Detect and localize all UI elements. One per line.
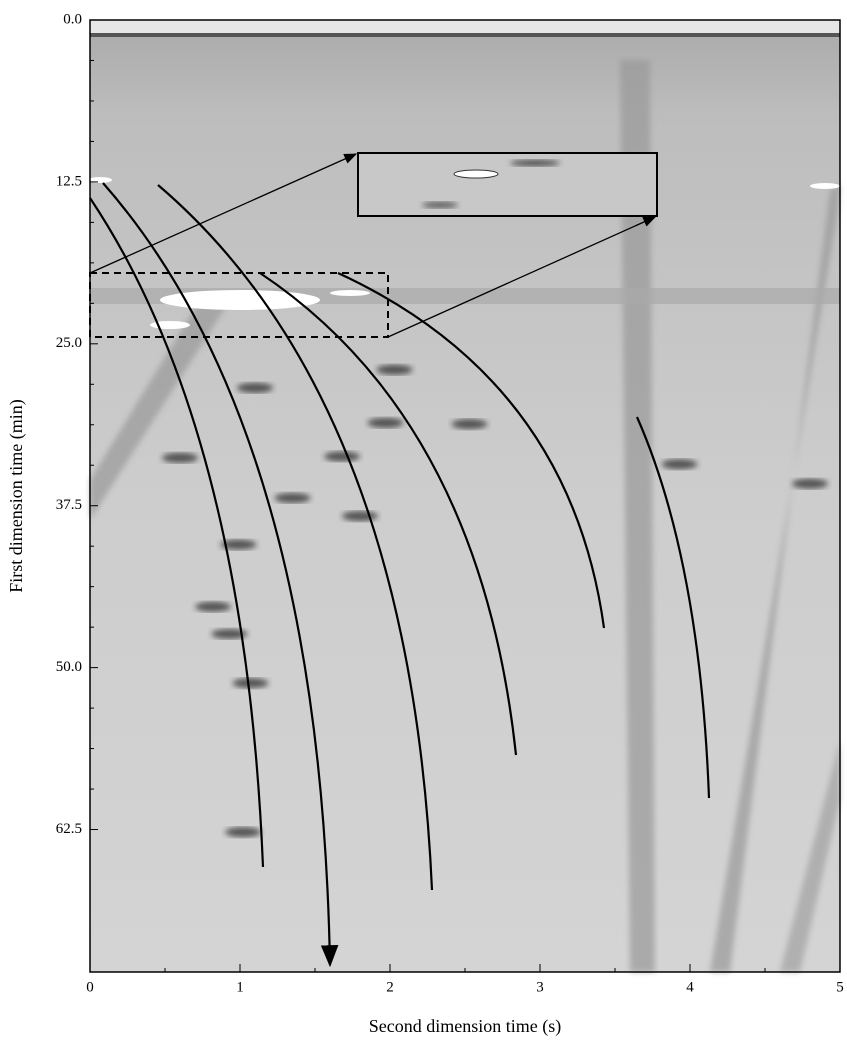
spot <box>274 492 311 503</box>
spot <box>324 451 360 462</box>
y-tick-label: 50.0 <box>56 659 82 675</box>
spot <box>342 511 378 522</box>
y-tick-label: 37.5 <box>56 497 82 513</box>
spots <box>162 364 828 838</box>
annotations <box>89 19 841 973</box>
spot <box>451 419 488 430</box>
y-axis-title: First dimension time (min) <box>6 399 27 593</box>
spot <box>232 678 269 689</box>
y-tick-label: 62.5 <box>56 821 82 837</box>
x-tick-label: 5 <box>836 979 844 995</box>
axes: 0 1 2 3 4 50.012.525.037.550.062.5 <box>56 11 844 995</box>
x-tick-label: 3 <box>536 979 544 995</box>
spot <box>792 478 828 489</box>
spot <box>195 601 231 612</box>
spot <box>162 452 198 463</box>
x-tick-label: 1 <box>236 979 244 995</box>
spot <box>376 364 413 375</box>
spot <box>211 628 248 639</box>
x-tick-label: 2 <box>386 979 394 995</box>
y-tick-label: 0.0 <box>63 11 82 27</box>
spot <box>225 827 261 838</box>
y-tick-label: 12.5 <box>56 173 82 189</box>
spot <box>661 459 698 470</box>
x-tick-label: 4 <box>686 979 694 995</box>
x-tick-label: 0 <box>86 979 94 995</box>
spot <box>237 382 273 393</box>
spot <box>367 417 404 428</box>
spot <box>220 539 257 550</box>
y-tick-label: 25.0 <box>56 335 82 351</box>
x-axis-title: Second dimension time (s) <box>369 1016 561 1037</box>
